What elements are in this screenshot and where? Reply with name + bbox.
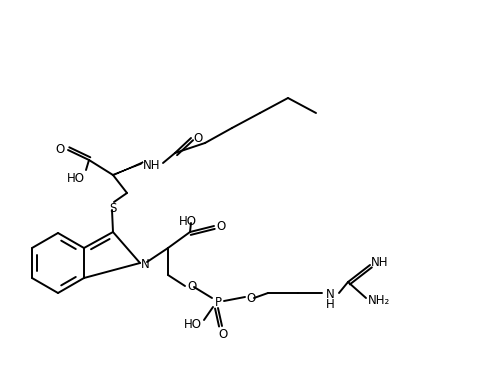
Text: NH₂: NH₂ [368, 293, 390, 306]
Text: H: H [326, 298, 334, 311]
Text: O: O [187, 280, 197, 293]
Text: N: N [141, 257, 150, 270]
Polygon shape [112, 162, 143, 175]
Text: P: P [214, 296, 222, 309]
Text: HO: HO [184, 319, 202, 332]
Text: O: O [246, 291, 256, 304]
Text: O: O [55, 142, 65, 155]
Text: NH: NH [143, 159, 161, 172]
Text: O: O [216, 219, 226, 232]
Text: O: O [218, 329, 227, 342]
Text: HO: HO [179, 214, 197, 228]
Text: HO: HO [67, 172, 85, 185]
Text: O: O [194, 131, 203, 144]
Text: N: N [326, 288, 334, 301]
Text: NH: NH [371, 257, 389, 270]
Text: S: S [109, 201, 117, 214]
